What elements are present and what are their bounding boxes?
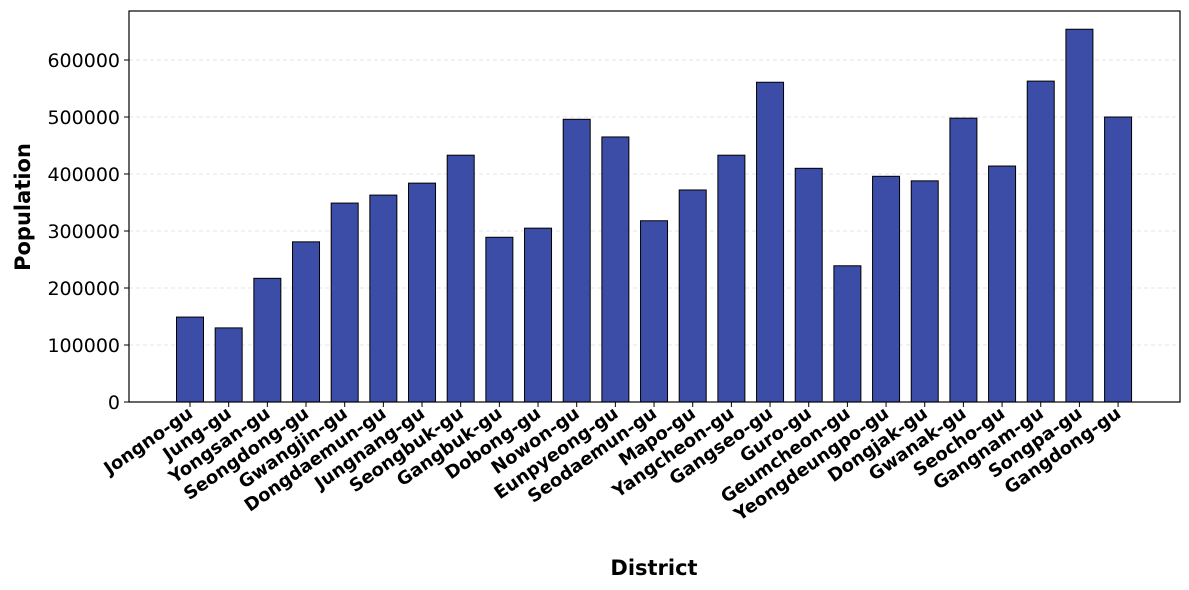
y-ticks: 0 100000 200000 300000 400000 500000 600000 [47, 50, 129, 414]
bar-Gangbuk-gu [485, 236, 514, 403]
x-axis-label: District [610, 556, 697, 580]
bar-Geumcheon-gu [833, 265, 862, 403]
bar-Gwanak-gu [949, 117, 978, 403]
bar-Nowon-gu [562, 118, 591, 403]
bar-Seongdong-gu [292, 241, 321, 403]
bar-Dobong-gu [524, 227, 553, 403]
y-tick-label: 600000 [47, 50, 120, 72]
bar-Jongno-gu [176, 316, 204, 403]
bar-Jungnang-gu [408, 182, 437, 403]
bar-Eunpyeong-gu [601, 136, 630, 403]
bar-Gangnam-gu [1026, 80, 1055, 403]
bar-Jung-gu [214, 327, 243, 403]
bar-Guro-gu [794, 167, 823, 403]
bar-Seocho-gu [988, 165, 1017, 403]
bar-Seongbuk-gu [446, 154, 475, 403]
y-tick-label: 100000 [47, 335, 120, 357]
bar-Mapo-gu [678, 189, 707, 403]
y-tick-label: 300000 [47, 221, 120, 243]
y-axis-label: Population [11, 143, 35, 271]
bar-Yeongdeungpo-gu [872, 175, 901, 403]
y-tick-label: 400000 [47, 164, 120, 186]
bars [176, 28, 1133, 403]
x-ticks: Jongno-guJung-guYongsan-guSeongdong-guGw… [99, 402, 1125, 526]
bar-Yongsan-gu [253, 277, 282, 403]
bar-Yangcheon-gu [717, 154, 746, 403]
y-tick-label: 500000 [47, 107, 120, 129]
bar-Dongjak-gu [910, 180, 939, 403]
bar-Gwangjin-gu [330, 202, 359, 403]
bar-Gangseo-gu [756, 81, 785, 403]
y-tick-label: 0 [108, 392, 120, 414]
bar-Dongdaemun-gu [369, 194, 398, 403]
y-tick-label: 200000 [47, 278, 120, 300]
bar-Songpa-gu [1065, 28, 1094, 403]
bar-Seodaemun-gu [640, 220, 669, 403]
bar-Gangdong-gu [1104, 116, 1133, 403]
